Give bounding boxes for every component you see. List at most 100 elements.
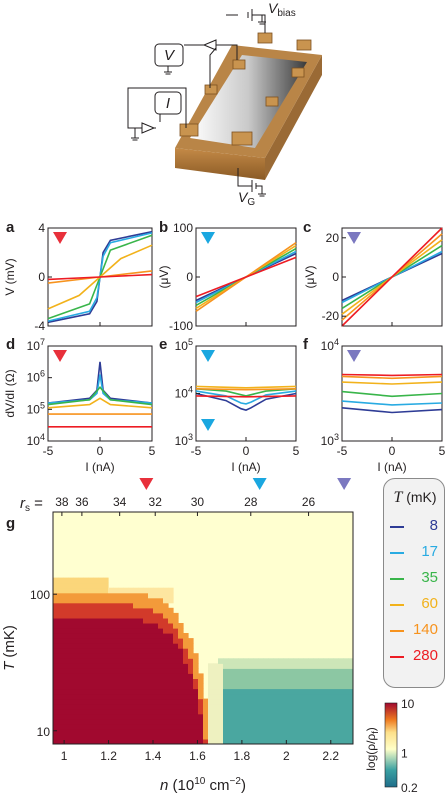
heatmap-cell (108, 673, 114, 679)
heatmap-cell (273, 703, 279, 710)
heatmap-cell (283, 688, 289, 695)
chip-side-right (265, 55, 322, 180)
heatmap-cell (73, 703, 79, 710)
y-tick-label: 104 (27, 432, 45, 448)
heatmap-cell (78, 739, 84, 744)
heatmap-cell (83, 617, 89, 624)
heatmap-cell (163, 728, 169, 735)
heatmap-cell (243, 688, 249, 695)
heatmap-cell (93, 648, 99, 654)
heatmap-cell (123, 633, 129, 639)
heatmap-cell (293, 688, 299, 695)
heatmap-cell (63, 638, 69, 644)
panel-label-d: d (6, 336, 15, 353)
heatmap-cell (278, 663, 284, 669)
heatmap-cell (78, 587, 84, 594)
heatmap-cell (268, 673, 274, 679)
heatmap-cell (53, 698, 59, 705)
heatmap-cell (233, 728, 239, 735)
heatmap-cell (168, 723, 174, 730)
heatmap-cell (208, 728, 214, 735)
heatmap-cell (343, 723, 349, 730)
heatmap-cell (338, 688, 344, 695)
heatmap-cell (128, 653, 134, 659)
heatmap-cell (228, 663, 234, 669)
heatmap-cell (128, 597, 134, 604)
heatmap-cell (138, 607, 144, 614)
heatmap-cell (173, 683, 179, 690)
heatmap-cell (153, 668, 159, 674)
heatmap-cell (78, 648, 84, 654)
heatmap-cell (158, 708, 164, 715)
heatmap-cell (148, 723, 154, 730)
heatmap-cell (188, 663, 194, 669)
heatmap-cell (158, 628, 164, 634)
heatmap-cell (173, 733, 179, 740)
heatmap-cell (53, 628, 59, 634)
y-tick-label: 105 (175, 337, 193, 353)
heatmap-cell (83, 728, 89, 735)
heatmap-cell (263, 678, 269, 684)
heatmap-cell (233, 678, 239, 684)
heatmap-cell (228, 658, 234, 664)
heatmap-cell (78, 602, 84, 609)
heatmap-cell (53, 592, 59, 599)
heatmap-cell (133, 733, 139, 740)
heatmap-cell (193, 723, 199, 730)
heatmap-cell (333, 728, 339, 735)
legend-label: 280 (412, 647, 438, 664)
heatmap-cell (163, 673, 169, 679)
heatmap-cell (298, 688, 304, 695)
heatmap-cell (83, 587, 89, 594)
heatmap-cell (58, 658, 64, 664)
heatmap-cell (348, 663, 353, 669)
heatmap-cell (98, 612, 104, 619)
heatmap-cell (53, 607, 59, 614)
heatmap-cell (63, 607, 69, 614)
heatmap-cell (258, 733, 264, 740)
heatmap-cell (293, 683, 299, 690)
heatmap-cell (123, 592, 129, 599)
heatmap-cell (343, 693, 349, 700)
heatmap-cell (63, 703, 69, 710)
heatmap-cell (223, 693, 229, 700)
heatmap-cell (83, 739, 89, 744)
heatmap-cell (83, 673, 89, 679)
heatmap-cell (173, 623, 179, 629)
heatmap-cell (123, 688, 129, 695)
heatmap-cell (103, 633, 109, 639)
heatmap-cell (243, 708, 249, 715)
heatmap-cell (288, 668, 294, 674)
heatmap-cell (253, 703, 259, 710)
heatmap-cell (338, 668, 344, 674)
heatmap-cell (133, 693, 139, 700)
heatmap-cell (68, 713, 74, 720)
heatmap-cell (238, 718, 244, 725)
heatmap-cell (123, 617, 129, 624)
heatmap-cell (148, 617, 154, 624)
heatmap-cell (248, 703, 254, 710)
heatmap-cell (188, 728, 194, 735)
heatmap-cell (118, 602, 124, 609)
heatmap-cell (223, 703, 229, 710)
heatmap-cell (228, 693, 234, 700)
heatmap-cell (223, 708, 229, 715)
heatmap-cell (143, 648, 149, 654)
heatmap-cell (138, 718, 144, 725)
heatmap-cell (128, 688, 134, 695)
rs-tick-label: 36 (75, 495, 89, 509)
heatmap-cell (88, 703, 94, 710)
heatmap-cell (53, 733, 59, 740)
heatmap-cell (288, 698, 294, 705)
heatmap-cell (88, 733, 94, 740)
heatmap-cell (263, 663, 269, 669)
heatmap-cell (58, 623, 64, 629)
heatmap-cell (113, 628, 119, 634)
rs-tick-label: 28 (244, 495, 258, 509)
heatmap-cell (203, 718, 209, 725)
heatmap-cell (88, 708, 94, 715)
heatmap-cell (53, 718, 59, 725)
heatmap-cell (113, 733, 119, 740)
heatmap-cell (113, 597, 119, 604)
